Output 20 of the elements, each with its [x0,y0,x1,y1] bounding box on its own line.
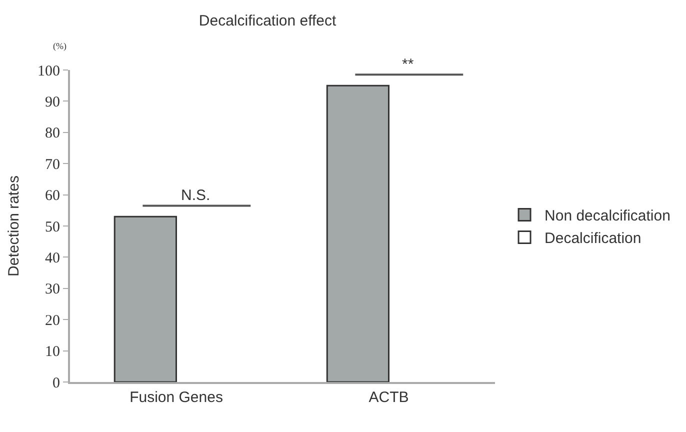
text: (%) [53,41,66,51]
annotation: N.S. [181,187,210,204]
y-tick-label: 20 [45,312,60,329]
annotation: ** [402,56,414,73]
y-tick-label: 10 [45,344,60,360]
y-tick-label: 70 [45,156,60,173]
x-tick-label: Fusion Genes [130,389,223,406]
y-tick-label: 60 [45,188,60,204]
y-axis-title: Detection rates [5,176,22,276]
legend-label: Decalcification [544,230,642,248]
y-tick-label: 100 [38,63,60,80]
y-tick-label: 30 [45,282,60,298]
x-tick-label: ACTB [368,389,409,406]
y-tick-label: 0 [52,375,60,392]
legend-label: Non decalcification [544,208,670,225]
chart-title: Decalcification effect [198,12,338,30]
y-tick-label: 90 [45,94,60,110]
y-tick-label: 50 [45,219,60,236]
y-tick-label: 80 [45,126,60,142]
y-tick-label: 40 [45,250,60,266]
